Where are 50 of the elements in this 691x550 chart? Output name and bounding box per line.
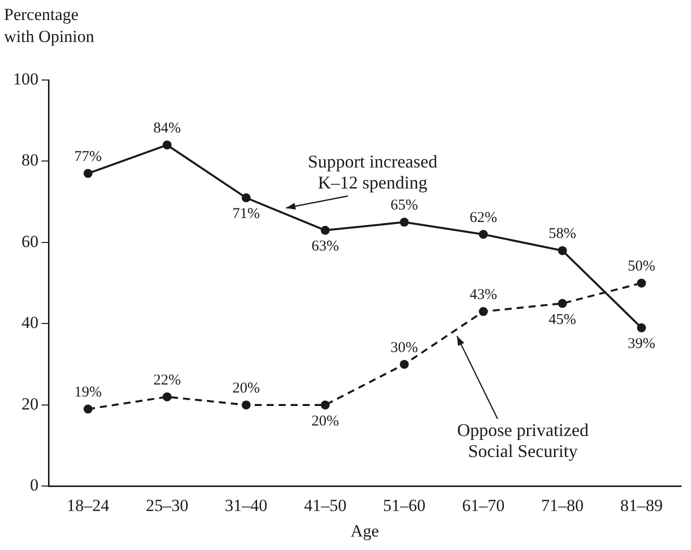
data-label: 62% [470, 210, 498, 226]
x-tick-label: 81–89 [620, 496, 663, 515]
data-label: 22% [153, 372, 181, 388]
data-label: 20% [232, 380, 260, 396]
text: Oppose privatized Social Security [457, 420, 589, 461]
data-label: 45% [548, 312, 576, 328]
data-label: 30% [390, 340, 418, 356]
point [558, 246, 567, 256]
data-label: 19% [74, 384, 102, 400]
data-label: 63% [311, 238, 339, 255]
point [320, 400, 330, 410]
point [242, 193, 251, 202]
x-axis-title: Age [350, 521, 379, 540]
point [162, 392, 172, 402]
y-tick-label: 20 [22, 394, 38, 414]
point [636, 278, 646, 288]
point [558, 298, 567, 308]
x-tick-label: 71–80 [541, 496, 584, 515]
data-label: 65% [390, 198, 418, 214]
data-label: 20% [311, 413, 339, 430]
point [84, 404, 93, 414]
y-tick-label: 0 [30, 476, 38, 495]
series-label: Support increased K–12 spending [308, 152, 438, 193]
data-label: 71% [232, 206, 260, 222]
point [242, 400, 251, 410]
point [478, 307, 488, 316]
data-label: 39% [628, 336, 656, 352]
y-tick-label: 80 [22, 150, 38, 170]
point [636, 323, 646, 332]
y-tick-label: 60 [22, 232, 38, 251]
x-tick-label: 51–60 [383, 496, 426, 515]
point [400, 218, 409, 227]
data-label: 50% [628, 258, 656, 275]
y-tick-label: 100 [13, 69, 38, 88]
x-tick-label: 31–40 [224, 496, 268, 515]
data-label: 43% [470, 286, 498, 303]
point [320, 226, 330, 235]
data-label: 77% [74, 148, 102, 165]
x-tick-label: 41–50 [304, 496, 346, 515]
point [400, 360, 409, 369]
data-label: 84% [153, 120, 181, 136]
point [84, 168, 93, 178]
x-tick-label: 61–70 [462, 496, 505, 515]
data-label: 58% [548, 226, 576, 242]
y-tick-label: 40 [22, 313, 38, 332]
point [162, 140, 172, 150]
x-tick-label: 18–24 [66, 496, 110, 515]
point [478, 230, 488, 239]
y-axis-title: Percentage with Opinion [4, 4, 94, 48]
x-tick-label: 25–30 [146, 496, 188, 515]
